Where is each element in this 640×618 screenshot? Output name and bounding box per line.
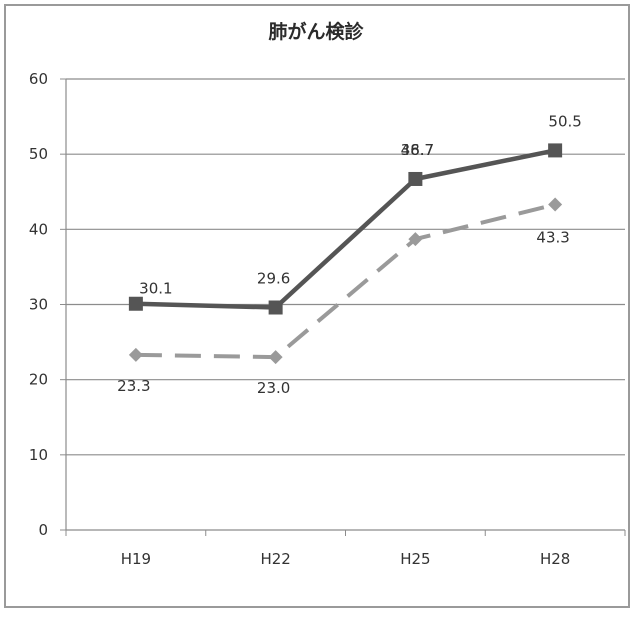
series-group [128,143,563,365]
data-point-marker [408,232,423,247]
data-label: 46.7 [401,141,434,159]
chart-frame [4,4,630,608]
y-tick-label: 40 [29,220,48,238]
data-label: 23.3 [117,377,150,395]
data-point-marker [128,296,143,311]
data-point-marker [408,171,423,186]
data-point-marker [268,350,283,365]
y-tick-label: 30 [29,296,48,314]
data-label: 38.7 [401,141,434,159]
gridlines [66,78,625,456]
data-label: 30.1 [139,280,172,298]
x-tick-label: H28 [540,550,570,568]
y-axis: 0 10 20 30 40 50 60 [29,70,67,539]
data-label: 50.5 [548,112,581,130]
x-tick-label: H22 [260,550,290,568]
data-label: 23.0 [257,379,290,397]
y-tick-label: 20 [29,371,48,389]
data-label: 29.6 [257,270,290,288]
data-label: 43.3 [536,229,569,247]
data-point-marker [128,347,143,362]
data-point-marker [548,197,563,212]
x-tick-label: H19 [121,550,151,568]
data-point-marker [268,300,283,315]
y-tick-label: 50 [29,145,48,163]
series-line-1 [135,148,556,310]
x-axis: H19 H22 H25 H28 [65,529,626,568]
data-point-marker [548,143,563,158]
y-tick-label: 10 [29,446,48,464]
y-tick-label: 60 [29,70,48,88]
series-line-2 [135,202,556,360]
y-tick-label: 0 [38,521,48,539]
data-labels: 30.1 29.6 46.7 50.5 23.3 23.0 38.7 43.3 [117,112,582,397]
chart-title: 肺がん検診 [268,20,364,43]
x-tick-label: H25 [400,550,430,568]
